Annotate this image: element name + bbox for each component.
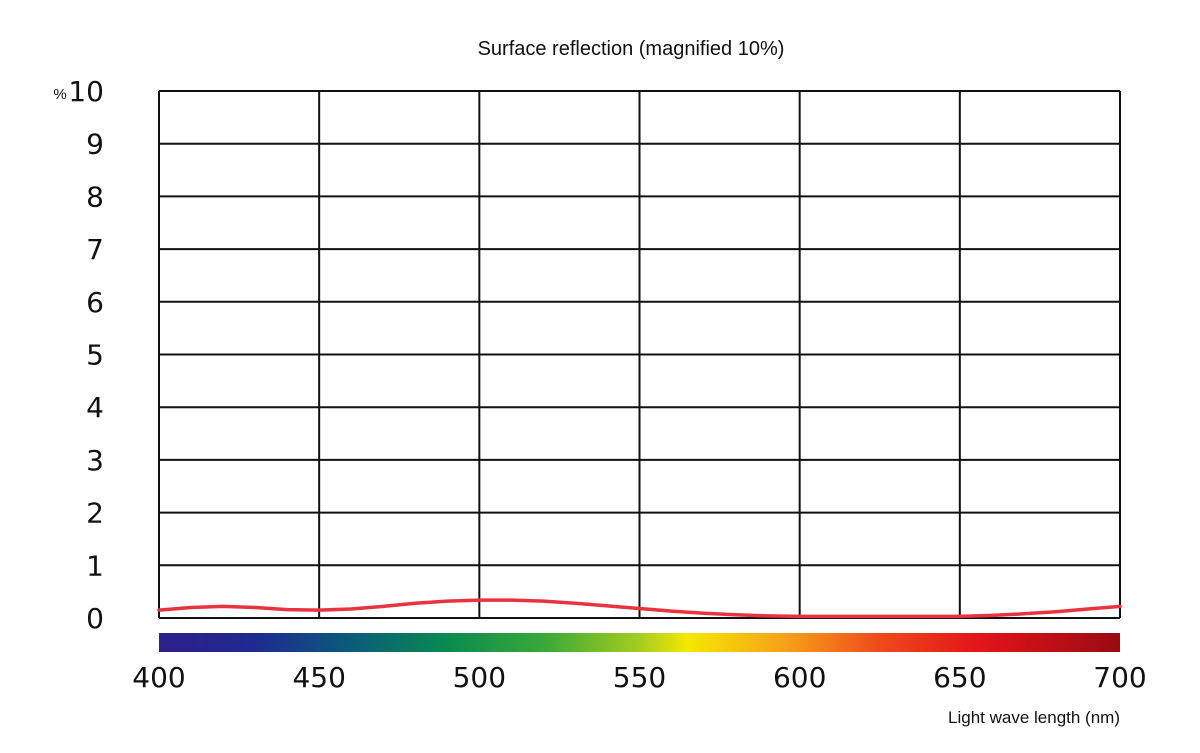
y-tick-label: 0 — [86, 602, 104, 635]
y-tick-label: 4 — [86, 391, 104, 424]
x-tick-label: 600 — [773, 661, 826, 694]
y-tick-label: 10 — [68, 75, 104, 108]
y-tick-label: 3 — [86, 444, 104, 477]
spectrum-bar — [159, 633, 1120, 652]
series-lines — [157, 598, 1122, 619]
y-unit-label: % — [53, 86, 66, 103]
x-tick-label: 450 — [292, 661, 345, 694]
y-tick-label: 2 — [86, 497, 104, 530]
reflection-series-line — [157, 598, 1122, 619]
x-tick-labels: 400 450 500 550 600 650 700 — [132, 661, 1146, 694]
x-tick-label: 550 — [613, 661, 666, 694]
x-axis-label: Light wave length (nm) — [948, 708, 1120, 727]
grid — [158, 90, 1121, 619]
x-tick-label: 500 — [453, 661, 506, 694]
y-tick-labels: 0 1 2 3 4 5 6 7 8 9 10 — [68, 75, 104, 635]
y-tick-label: 7 — [86, 233, 104, 266]
y-tick-label: 6 — [86, 286, 104, 319]
x-tick-label: 650 — [933, 661, 986, 694]
x-tick-label: 700 — [1093, 661, 1146, 694]
y-tick-label: 8 — [86, 180, 104, 213]
y-tick-label: 5 — [86, 339, 104, 372]
x-tick-label: 400 — [132, 661, 185, 694]
y-tick-label: 9 — [86, 128, 104, 161]
y-tick-label: 1 — [86, 549, 104, 582]
chart-title: Surface reflection (magnified 10%) — [478, 38, 785, 60]
